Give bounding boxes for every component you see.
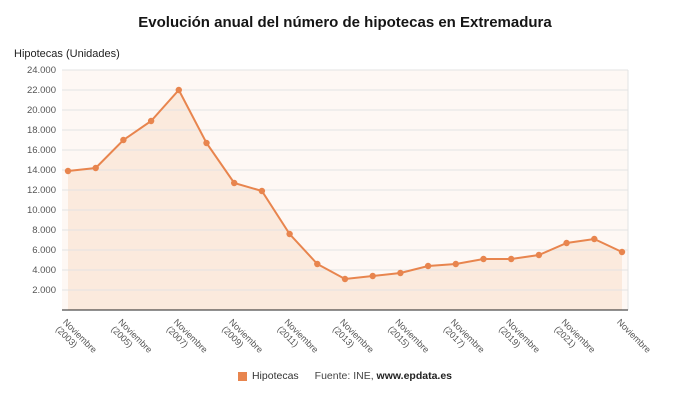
svg-text:6.000: 6.000	[32, 245, 56, 256]
data-point	[92, 164, 99, 172]
data-point	[591, 235, 598, 243]
data-point	[424, 262, 432, 270]
data-point	[258, 187, 266, 195]
y-axis-title: Hipotecas (Unidades)	[14, 48, 120, 60]
epdata-link[interactable]: www.epdata.es	[376, 370, 453, 382]
legend-swatch-icon	[237, 371, 247, 381]
svg-text:12.000: 12.000	[27, 185, 56, 196]
svg-text:22.000: 22.000	[27, 85, 56, 96]
data-point	[480, 255, 487, 263]
data-point	[618, 248, 626, 256]
data-point	[397, 269, 404, 277]
svg-text:Noviembre(2005): Noviembre(2005)	[109, 317, 154, 362]
legend-item-hipotecas[interactable]: Hipotecas	[237, 370, 299, 382]
data-point	[508, 255, 515, 263]
data-point	[286, 230, 293, 238]
svg-text:Noviembre(2019): Noviembre(2019)	[497, 317, 542, 362]
data-point	[147, 117, 155, 125]
svg-text:Noviembre(2011): Noviembre(2011)	[275, 317, 320, 362]
svg-text:Noviembre: Noviembre	[615, 317, 653, 355]
line-chart-canvas[interactable]: 2.000 4.000 6.000 8.000 10.000 12.000 14.000 16…	[0, 0, 690, 368]
svg-text:Noviembre(2003): Noviembre(2003)	[54, 317, 99, 362]
svg-text:18.000: 18.000	[27, 125, 56, 136]
svg-text:Noviembre(2007): Noviembre(2007)	[165, 317, 210, 362]
data-point	[535, 251, 543, 259]
legend: Hipotecas Fuente: INE, www.epdata.es	[0, 370, 690, 382]
data-point	[64, 167, 72, 175]
data-point	[203, 139, 210, 147]
source-text: Fuente: INE, www.epdata.es	[315, 370, 452, 382]
data-point	[120, 136, 127, 144]
chart-title: Evolución anual del número de hipotecas …	[138, 14, 552, 31]
svg-text:Noviembre(2009): Noviembre(2009)	[220, 317, 265, 362]
data-point	[563, 239, 570, 247]
svg-text:16.000: 16.000	[27, 145, 56, 156]
svg-text:Noviembre(2021): Noviembre(2021)	[552, 317, 597, 362]
svg-text:14.000: 14.000	[27, 165, 56, 176]
legend-label: Hipotecas	[251, 370, 299, 382]
svg-text:Noviembre(2015): Noviembre(2015)	[386, 317, 431, 362]
svg-text:4.000: 4.000	[32, 265, 56, 276]
svg-text:Noviembre(2013): Noviembre(2013)	[331, 317, 376, 362]
svg-text:8.000: 8.000	[32, 225, 56, 236]
source-prefix: Fuente: INE,	[314, 370, 377, 382]
data-point	[341, 275, 349, 283]
svg-text:20.000: 20.000	[27, 105, 56, 116]
data-point	[175, 86, 182, 94]
data-point	[314, 260, 321, 268]
svg-text:10.000: 10.000	[27, 205, 56, 216]
svg-text:Noviembre(2017): Noviembre(2017)	[442, 317, 487, 362]
data-point	[369, 272, 376, 280]
svg-text:2.000: 2.000	[32, 285, 56, 296]
svg-text:24.000: 24.000	[27, 65, 56, 76]
data-point	[231, 179, 238, 187]
data-point	[452, 260, 459, 268]
